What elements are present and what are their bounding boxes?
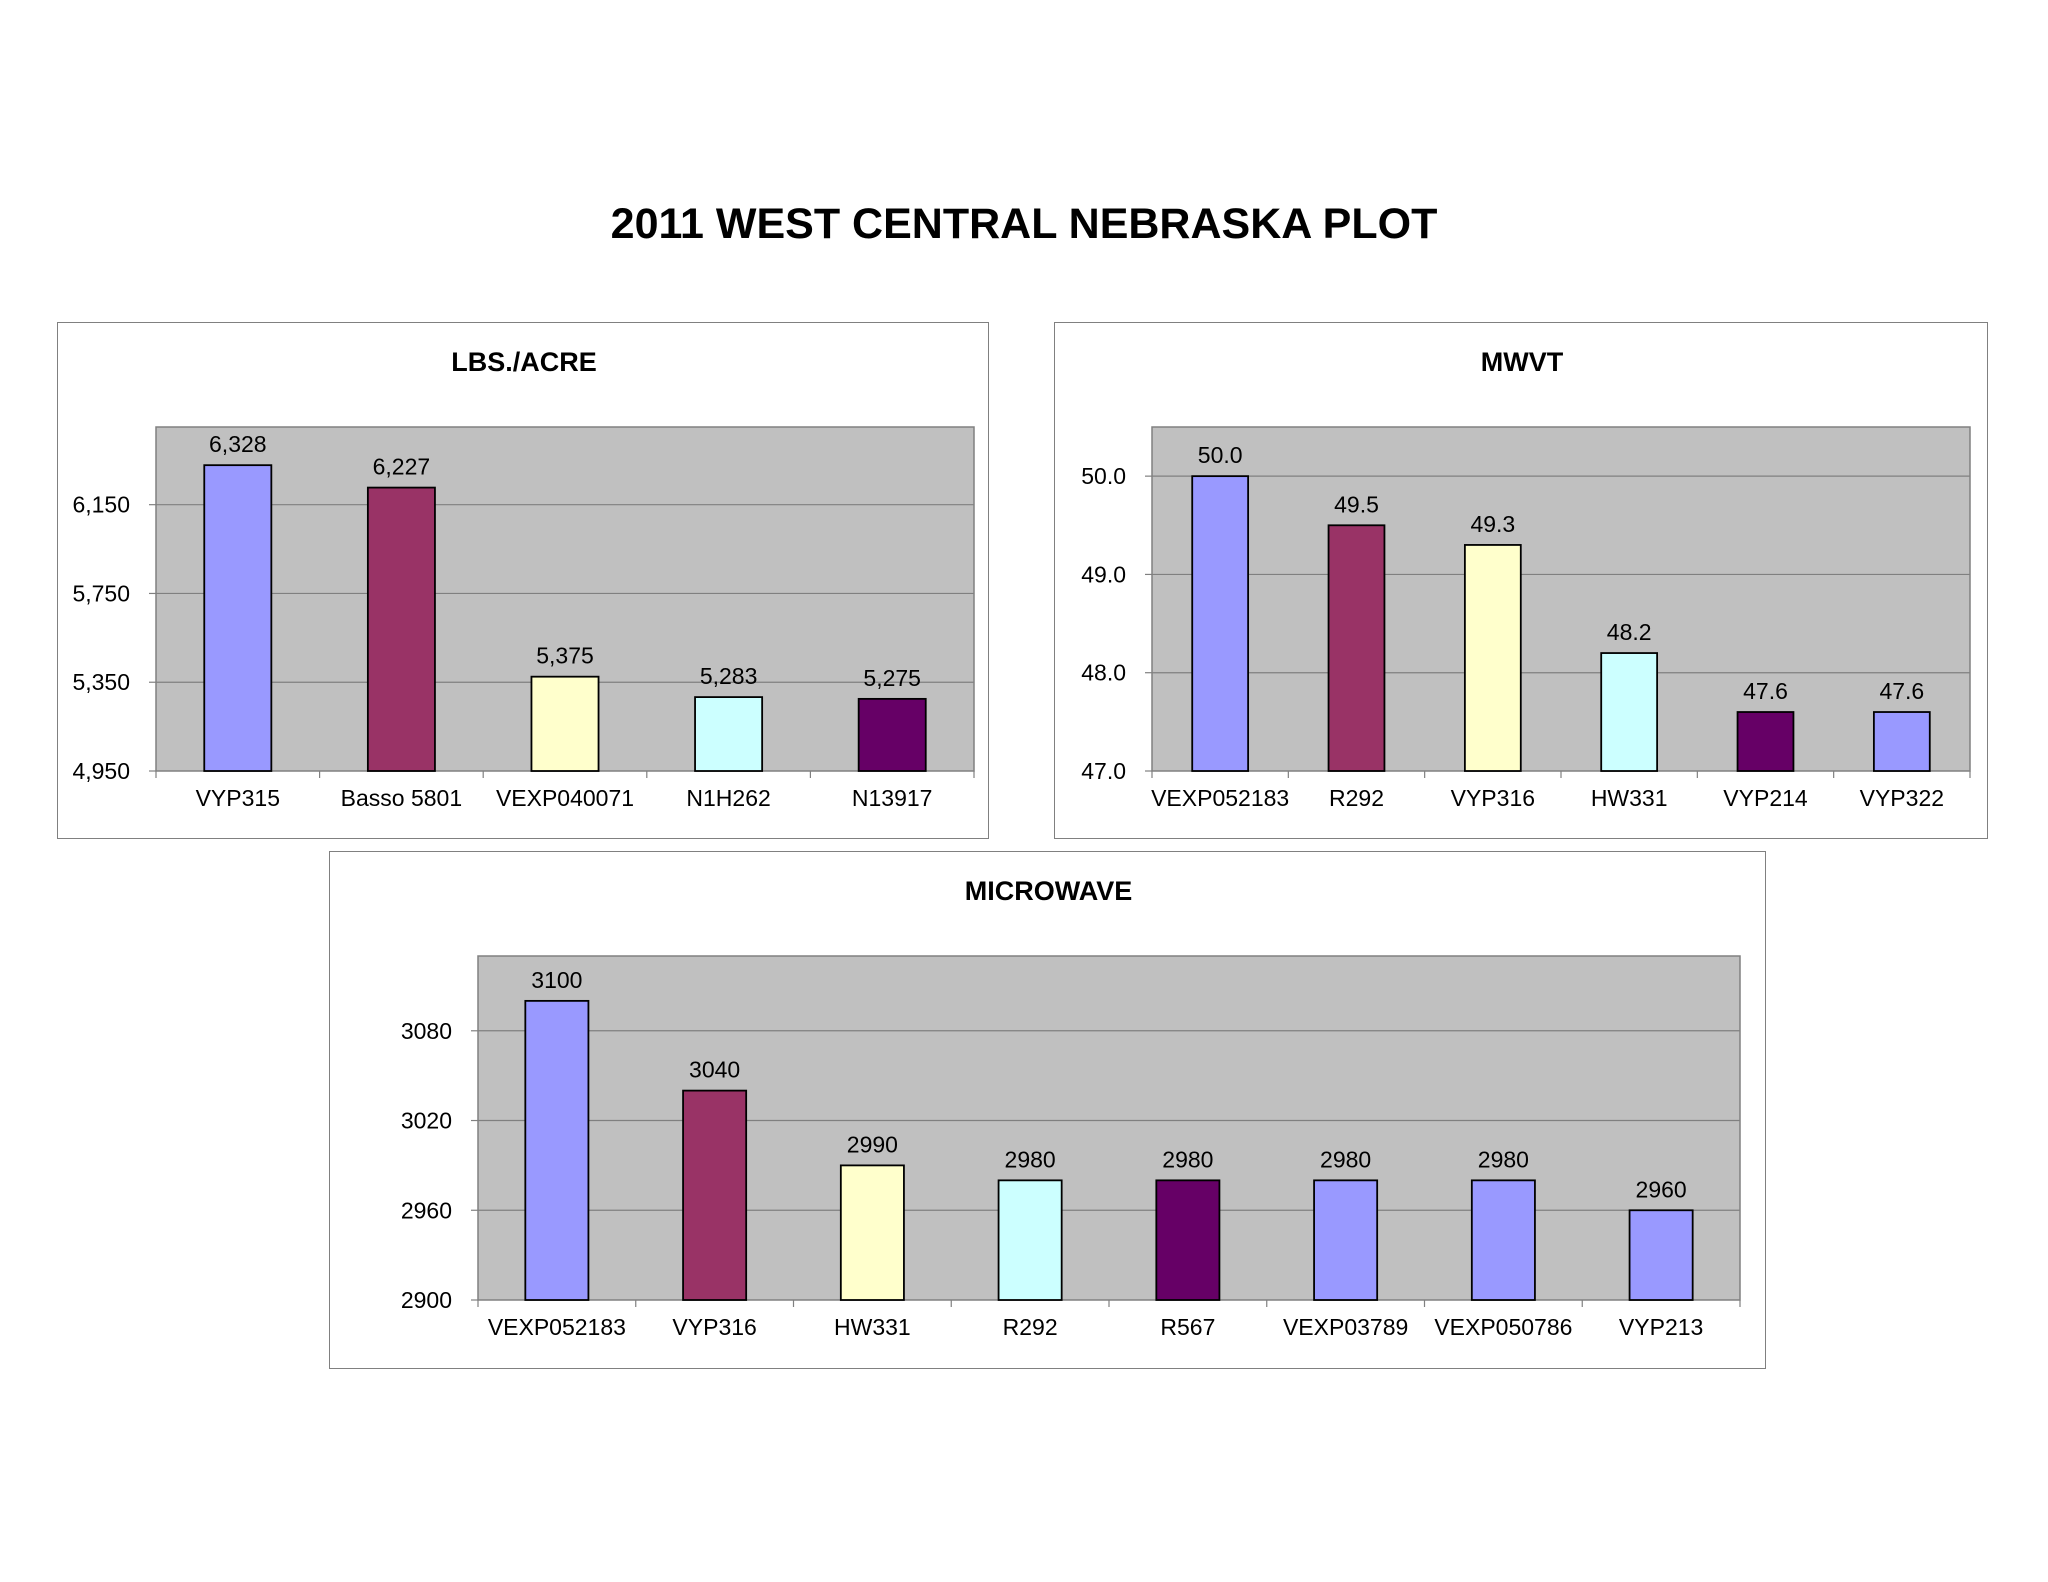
mwvt-category-label: HW331 <box>1591 785 1668 811</box>
mwvt-y-tick-label: 50.0 <box>1081 463 1126 489</box>
chart-mwvt-svg: MWVT 47.0 48.0 49.0 50.0 50.0 VEXP052183 49.5 R2… <box>1081 347 1971 811</box>
lbs-acre-data-label: 5,283 <box>700 663 758 689</box>
microwave-y-tick-label: 2900 <box>401 1287 452 1313</box>
microwave-data-label: 2990 <box>847 1131 898 1157</box>
mwvt-data-label: 48.2 <box>1607 619 1652 645</box>
microwave-data-label: 3040 <box>689 1057 740 1083</box>
lbs-acre-category-label: VEXP040071 <box>496 785 634 811</box>
microwave-data-label: 3100 <box>531 967 582 993</box>
mwvt-category-label: VYP316 <box>1451 785 1535 811</box>
microwave-plot-area <box>477 955 1741 1301</box>
mwvt-category-label: VEXP052183 <box>1151 785 1289 811</box>
lbs-acre-y-tick-label: 5,350 <box>72 669 130 695</box>
microwave-category-label: R292 <box>1003 1314 1058 1340</box>
mwvt-bar <box>1327 524 1386 772</box>
lbs-acre-data-label: 6,227 <box>373 454 431 480</box>
lbs-acre-y-tick-label: 6,150 <box>72 492 130 518</box>
microwave-title: MICROWAVE <box>965 876 1133 906</box>
microwave-category-label: VEXP052183 <box>488 1314 626 1340</box>
microwave-bar <box>524 999 590 1301</box>
chart-microwave-svg: MICROWAVE 2900 2960 3020 3080 3100 VEXP052183 3… <box>401 876 1741 1340</box>
mwvt-bar <box>1600 652 1659 772</box>
microwave-bar <box>839 1164 905 1301</box>
microwave-y-tick-label: 3080 <box>401 1018 452 1044</box>
microwave-y-tick-label: 3020 <box>401 1108 452 1134</box>
mwvt-data-label: 49.5 <box>1334 491 1379 517</box>
lbs-acre-category-label: Basso 5801 <box>341 785 462 811</box>
mwvt-y-tick-label: 48.0 <box>1081 660 1126 686</box>
mwvt-data-label: 47.6 <box>1879 678 1924 704</box>
chart-lbs-acre: LBS./ACRE 4,950 5,350 5,750 6,150 6,328 VYP315… <box>57 322 989 839</box>
microwave-bar <box>1313 1179 1379 1301</box>
microwave-data-label: 2980 <box>1478 1146 1529 1172</box>
microwave-data-label: 2980 <box>1320 1146 1371 1172</box>
lbs-acre-bar <box>694 696 764 772</box>
lbs-acre-bar <box>530 675 600 772</box>
chart-mwvt: MWVT 47.0 48.0 49.0 50.0 50.0 VEXP052183 49.5 R2… <box>1054 322 1988 839</box>
lbs-acre-title: LBS./ACRE <box>451 347 597 377</box>
lbs-acre-category-label: N1H262 <box>686 785 770 811</box>
lbs-acre-bar <box>203 464 273 772</box>
microwave-category-label: HW331 <box>834 1314 911 1340</box>
mwvt-y-tick-label: 47.0 <box>1081 758 1126 784</box>
microwave-bar <box>1155 1179 1221 1301</box>
microwave-bar <box>1628 1209 1694 1301</box>
mwvt-category-label: R292 <box>1329 785 1384 811</box>
microwave-data-label: 2980 <box>1162 1146 1213 1172</box>
lbs-acre-bar <box>366 486 436 772</box>
mwvt-title: MWVT <box>1481 347 1564 377</box>
microwave-category-label: VYP213 <box>1619 1314 1703 1340</box>
mwvt-bar <box>1463 544 1522 772</box>
microwave-category-label: VEXP03789 <box>1283 1314 1408 1340</box>
mwvt-plot-area <box>1151 426 1971 772</box>
microwave-data-label: 2980 <box>1005 1146 1056 1172</box>
microwave-category-label: VYP316 <box>672 1314 756 1340</box>
mwvt-category-label: VYP214 <box>1723 785 1808 811</box>
lbs-acre-data-label: 5,275 <box>863 665 921 691</box>
microwave-category-label: R567 <box>1160 1314 1215 1340</box>
microwave-category-label: VEXP050786 <box>1434 1314 1572 1340</box>
chart-lbs-acre-svg: LBS./ACRE 4,950 5,350 5,750 6,150 6,328 VYP315… <box>72 347 975 811</box>
mwvt-data-label: 50.0 <box>1198 442 1243 468</box>
mwvt-bar <box>1872 711 1931 772</box>
microwave-bar <box>682 1089 748 1301</box>
lbs-acre-y-tick-label: 4,950 <box>72 758 130 784</box>
chart-microwave: MICROWAVE 2900 2960 3020 3080 3100 VEXP052183 3… <box>329 851 1766 1369</box>
lbs-acre-y-tick-label: 5,750 <box>72 580 130 606</box>
mwvt-data-label: 47.6 <box>1743 678 1788 704</box>
lbs-acre-data-label: 6,328 <box>209 431 267 457</box>
microwave-bar <box>997 1179 1063 1301</box>
mwvt-bar <box>1736 711 1795 772</box>
lbs-acre-bar <box>857 697 927 772</box>
lbs-acre-category-label: VYP315 <box>196 785 280 811</box>
microwave-data-label: 2960 <box>1636 1176 1687 1202</box>
mwvt-bar <box>1191 475 1250 772</box>
mwvt-category-label: VYP322 <box>1860 785 1944 811</box>
mwvt-data-label: 49.3 <box>1470 511 1515 537</box>
microwave-y-tick-label: 2960 <box>401 1197 452 1223</box>
lbs-acre-data-label: 5,375 <box>536 643 594 669</box>
page-title: 2011 WEST CENTRAL NEBRASKA PLOT <box>610 200 1438 248</box>
microwave-bar <box>1470 1179 1536 1301</box>
lbs-acre-category-label: N13917 <box>852 785 933 811</box>
mwvt-y-tick-label: 49.0 <box>1081 561 1126 587</box>
